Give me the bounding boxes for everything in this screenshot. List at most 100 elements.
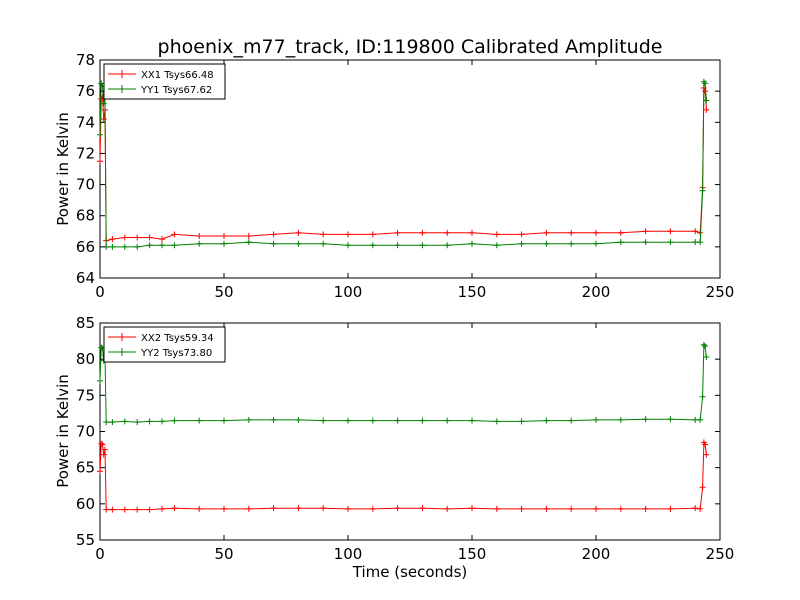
x-tick-label: 250 <box>706 545 735 563</box>
data-point-yy1 <box>196 240 203 247</box>
top-plot-ticks: 0 50 100 150 200 250 64 66 68 70 72 74 76 78 <box>76 51 734 301</box>
data-point-xx1 <box>100 116 107 123</box>
data-point-xx1 <box>320 231 327 238</box>
x-tick-label: 150 <box>458 283 487 301</box>
data-point-xx2 <box>146 506 153 513</box>
x-tick-label: 0 <box>95 545 105 563</box>
x-tick-label: 0 <box>95 283 105 301</box>
data-point-yy1 <box>394 242 401 249</box>
data-point-xx2 <box>101 446 108 453</box>
data-point-yy1 <box>703 97 710 104</box>
data-point-xx2 <box>295 505 302 512</box>
data-point-yy2 <box>469 417 475 424</box>
data-point-yy1 <box>245 239 252 246</box>
data-point-yy2 <box>642 416 649 423</box>
data-point-yy2 <box>369 417 376 424</box>
data-point-xx1 <box>617 229 624 236</box>
data-point-yy1 <box>98 80 105 87</box>
data-point-xx1 <box>97 158 103 165</box>
data-point-xx2 <box>543 505 550 512</box>
data-point-yy2 <box>98 344 105 351</box>
data-point-xx2 <box>667 505 674 512</box>
y-tick-label: 68 <box>76 207 95 225</box>
data-point-xx1 <box>469 229 475 236</box>
data-point-yy1 <box>419 242 426 249</box>
data-point-xx2 <box>99 441 106 448</box>
data-point-xx1 <box>444 229 451 236</box>
data-point-xx2 <box>345 505 351 512</box>
data-point-yy2 <box>146 418 153 425</box>
data-point-yy1 <box>702 80 709 87</box>
x-tick-label: 100 <box>334 283 363 301</box>
data-point-yy1 <box>221 240 227 247</box>
top-plot: Power in Kelvin 0 50 100 150 200 250 64 66 68 70 7… <box>54 51 734 301</box>
data-point-xx1 <box>692 228 699 235</box>
data-point-yy2 <box>196 417 203 424</box>
data-point-yy2 <box>97 377 103 384</box>
x-tick-label: 100 <box>334 545 363 563</box>
data-point-xx1 <box>146 234 153 241</box>
x-tick-label: 50 <box>214 545 233 563</box>
data-point-xx1 <box>159 236 165 243</box>
data-point-yy1 <box>100 100 107 107</box>
x-tick-label: 200 <box>582 283 611 301</box>
data-point-xx1 <box>121 234 128 241</box>
data-point-yy1 <box>518 240 525 247</box>
data-point-xx1 <box>295 229 302 236</box>
data-point-yy1 <box>121 243 128 250</box>
data-point-xx2 <box>699 484 706 491</box>
data-point-xx2 <box>98 440 105 447</box>
x-tick-label: 150 <box>458 545 487 563</box>
data-point-yy1 <box>97 131 103 138</box>
data-point-xx1 <box>221 232 227 239</box>
data-point-xx1 <box>703 106 710 113</box>
data-point-xx1 <box>518 231 525 238</box>
data-point-xx1 <box>345 231 351 238</box>
data-point-xx2 <box>568 505 575 512</box>
bottom-legend-marker-yy2 <box>118 348 126 356</box>
x-axis-label: Time (seconds) <box>352 563 468 581</box>
data-point-yy1 <box>134 243 141 250</box>
x-tick-label: 250 <box>706 283 735 301</box>
data-point-yy2 <box>121 418 128 425</box>
y-tick-label: 85 <box>76 314 95 332</box>
data-point-yy1 <box>543 240 550 247</box>
data-point-yy1 <box>295 240 302 247</box>
bottom-plot: Power in Kelvin 0 50 100 150 200 250 55 60 65 70 7… <box>54 314 734 563</box>
data-point-yy2 <box>568 417 575 424</box>
data-point-xx2 <box>100 451 107 458</box>
data-point-yy2 <box>700 341 707 348</box>
data-point-xx2 <box>692 505 699 512</box>
y-tick-label: 66 <box>76 238 95 256</box>
data-point-xx2 <box>196 505 203 512</box>
data-point-xx2 <box>369 505 376 512</box>
bottom-plot-legend: XX2 Tsys59.34 YY2 Tsys73.80 <box>103 326 226 363</box>
top-legend-box <box>103 63 226 100</box>
y-tick-label: 55 <box>76 531 95 549</box>
bottom-legend-marker-xx2 <box>118 333 126 341</box>
data-point-xx1 <box>270 231 277 238</box>
data-point-yy2 <box>245 416 252 423</box>
data-point-yy2 <box>493 418 500 425</box>
data-point-yy2 <box>159 418 165 425</box>
data-point-yy2 <box>295 416 302 423</box>
data-point-xx2 <box>134 506 141 513</box>
data-point-yy2 <box>320 417 327 424</box>
data-point-xx2 <box>493 505 500 512</box>
y-tick-label: 74 <box>76 113 95 131</box>
data-point-yy1 <box>642 239 649 246</box>
data-point-xx2 <box>171 505 178 512</box>
data-point-xx2 <box>109 506 116 513</box>
y-tick-label: 70 <box>76 423 95 441</box>
data-point-yy2 <box>171 417 178 424</box>
data-point-yy2 <box>345 417 351 424</box>
data-point-xx1 <box>667 228 674 235</box>
data-point-yy2 <box>703 353 710 360</box>
data-point-xx1 <box>394 229 401 236</box>
data-point-yy1 <box>699 187 706 194</box>
data-point-xx1 <box>593 229 599 236</box>
top-legend-marker-yy1 <box>118 85 126 93</box>
data-point-yy2 <box>667 416 674 423</box>
data-point-yy2 <box>109 419 116 426</box>
